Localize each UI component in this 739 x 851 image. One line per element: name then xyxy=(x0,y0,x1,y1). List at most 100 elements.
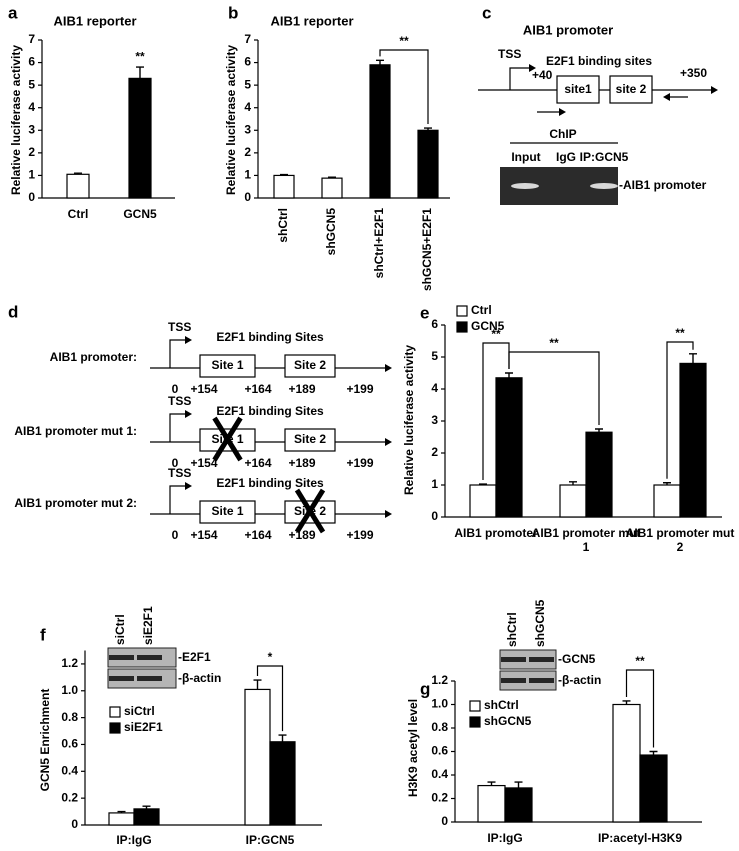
position-label: +164 xyxy=(244,456,271,470)
y-tick-label: 6 xyxy=(431,317,438,331)
y-tick-label: 0.6 xyxy=(431,744,448,758)
error-bar xyxy=(663,482,671,485)
y-tick-label: 0.8 xyxy=(431,720,448,734)
error-bar xyxy=(424,127,432,131)
legend-swatch xyxy=(109,722,121,734)
position-label: +164 xyxy=(244,382,271,396)
blot-band-label: -E2F1 xyxy=(178,650,211,664)
blot-band xyxy=(137,655,162,660)
blot-strip xyxy=(499,670,557,691)
blot-lane-label: siCtrl xyxy=(113,614,127,645)
error-bar xyxy=(505,372,513,378)
bar xyxy=(559,484,587,518)
binding-site-label: site 2 xyxy=(616,82,647,96)
y-tick-label: 2 xyxy=(244,145,251,159)
position-label: 0 xyxy=(172,456,179,470)
error-bar xyxy=(622,700,631,705)
blot-band xyxy=(501,678,526,683)
x-tick-label: shGCN5 xyxy=(324,208,338,256)
bar xyxy=(321,177,343,199)
binding-site-label: Site 2 xyxy=(294,432,326,446)
legend-swatch xyxy=(456,305,468,317)
legend-label: shCtrl xyxy=(484,698,519,712)
significance-bracket xyxy=(508,351,600,425)
blot-lane-label: shCtrl xyxy=(505,612,519,647)
error-bar xyxy=(689,353,697,364)
sites-label: E2F1 binding Sites xyxy=(216,404,324,418)
blot-band xyxy=(109,676,134,681)
arrowhead xyxy=(385,438,392,446)
gel-band xyxy=(511,183,539,189)
arrowhead xyxy=(529,64,536,72)
bar xyxy=(495,377,523,518)
position-label: +164 xyxy=(244,528,271,542)
y-tick-label: 6 xyxy=(244,55,251,69)
bar xyxy=(585,431,613,518)
lane-label: Input xyxy=(511,150,540,164)
y-tick-label: 0.6 xyxy=(61,737,78,751)
binding-site-label: site1 xyxy=(564,82,592,96)
y-tick-label: 0.4 xyxy=(61,763,78,777)
y-tick-label: 1.2 xyxy=(61,656,78,670)
gel-band-label: -AIB1 promoter xyxy=(619,178,707,192)
y-tick-label: 2 xyxy=(28,145,35,159)
position-label: 0 xyxy=(172,528,179,542)
arrowhead xyxy=(185,410,192,418)
position-label: +199 xyxy=(346,456,373,470)
significance-bracket xyxy=(666,341,694,479)
panel-letter: e xyxy=(420,303,429,322)
significance-label: ** xyxy=(675,326,685,340)
construct-label: AIB1 promoter mut 1: xyxy=(14,424,137,438)
position-label: +189 xyxy=(288,456,315,470)
arrowhead xyxy=(185,482,192,490)
tss-arrow xyxy=(169,413,186,442)
bar xyxy=(369,64,391,199)
legend-swatch xyxy=(469,716,481,728)
blot-band xyxy=(529,657,554,662)
legend-label: GCN5 xyxy=(471,319,505,333)
x-tick-label: shCtrl xyxy=(276,208,290,243)
y-tick-label: 3 xyxy=(244,122,251,136)
tss-arrow xyxy=(169,339,186,368)
y-tick-label: 5 xyxy=(244,77,251,91)
significance-label: * xyxy=(268,650,273,664)
x-tick-label: shCtrl+E2F1 xyxy=(372,208,386,279)
bar xyxy=(244,688,271,826)
position-label: +40 xyxy=(532,68,553,82)
blot-band-label: -GCN5 xyxy=(558,652,596,666)
y-tick-label: 1 xyxy=(28,168,35,182)
lane-label: IP:GCN5 xyxy=(580,150,629,164)
panel-letter: a xyxy=(8,3,18,22)
error-bar xyxy=(328,176,336,179)
position-label: +189 xyxy=(288,528,315,542)
position-label: +154 xyxy=(190,382,217,396)
error-bar xyxy=(117,810,126,813)
chart-title: AIB1 reporter xyxy=(270,13,353,28)
significance-label: ** xyxy=(135,49,145,63)
x-tick-label: AIB1 promoter mut 1 xyxy=(531,526,641,554)
position-label: +350 xyxy=(680,66,707,80)
position-label: +199 xyxy=(346,528,373,542)
y-tick-label: 0 xyxy=(441,814,448,828)
bar xyxy=(128,77,152,199)
error-bar xyxy=(649,750,658,756)
bar xyxy=(477,784,506,823)
panel-letter: g xyxy=(420,679,430,698)
blot-band xyxy=(137,676,162,681)
legend-label: Ctrl xyxy=(471,303,492,317)
y-tick-label: 3 xyxy=(28,122,35,136)
arrowhead xyxy=(663,93,670,101)
error-bar xyxy=(136,66,144,79)
y-tick-label: 3 xyxy=(431,413,438,427)
y-tick-label: 4 xyxy=(431,381,438,395)
diagram-title: AIB1 promoter xyxy=(523,22,613,37)
legend-swatch xyxy=(109,706,121,718)
error-bar xyxy=(74,172,82,175)
blot-band xyxy=(501,657,526,662)
bar xyxy=(273,174,295,199)
significance-bracket xyxy=(625,669,655,748)
x-tick-label: Ctrl xyxy=(68,207,89,221)
blot-band xyxy=(529,678,554,683)
